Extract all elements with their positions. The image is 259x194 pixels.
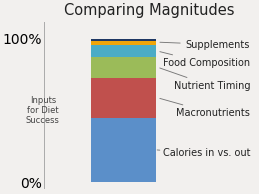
Text: Macronutrients: Macronutrients (160, 98, 250, 118)
Text: Food Composition: Food Composition (160, 52, 250, 68)
Title: Comparing Magnitudes: Comparing Magnitudes (64, 3, 234, 18)
Bar (91, 39, 156, 42)
Text: Nutrient Timing: Nutrient Timing (160, 68, 250, 91)
Bar (91, 118, 156, 182)
Bar (91, 57, 156, 78)
Bar (91, 45, 156, 57)
Text: Calories in vs. out: Calories in vs. out (157, 148, 250, 158)
Text: Inputs
for Diet
Success: Inputs for Diet Success (26, 96, 60, 126)
Bar (91, 78, 156, 118)
Bar (91, 39, 156, 45)
Text: Supplements: Supplements (160, 40, 250, 50)
